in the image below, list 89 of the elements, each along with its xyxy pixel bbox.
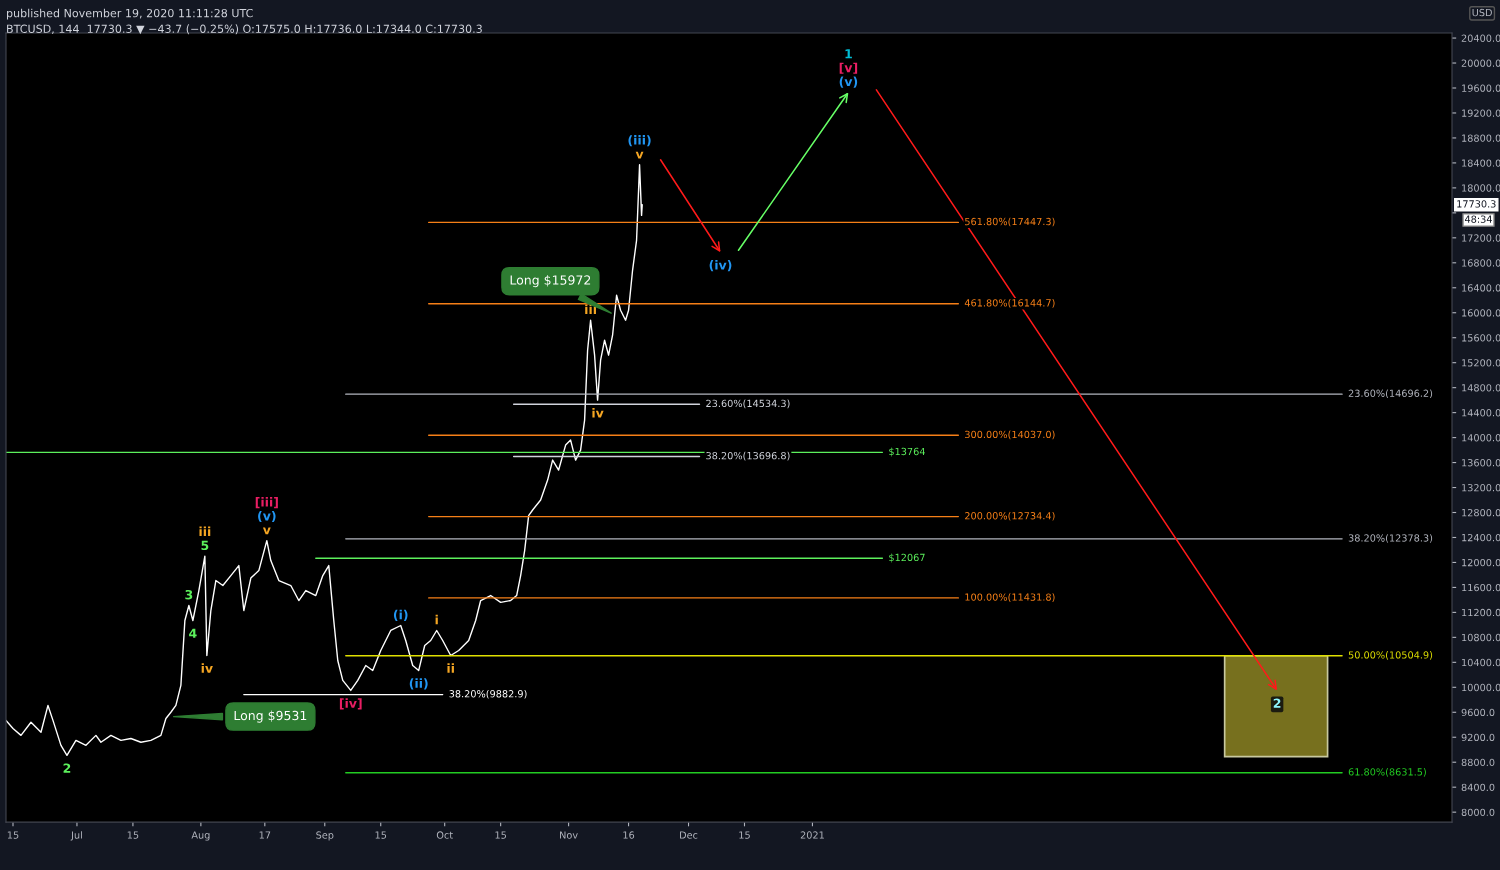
y-tick-label: 18000.0 — [1462, 184, 1500, 192]
annotation: 1 — [845, 49, 852, 59]
series-label: 38.20%(13696.8) — [706, 451, 790, 461]
y-tick-label: 15200.0 — [1462, 359, 1500, 367]
y-tick-label: 8400.0 — [1461, 783, 1495, 792]
y-tick-label: 13200.0 — [1462, 484, 1500, 492]
series-label: 300.00%(14037.0) — [965, 430, 1055, 440]
y-tick-label: 10000.0 — [1462, 683, 1500, 692]
line-series — [6, 164, 643, 757]
x-tick-label: Sep — [316, 831, 334, 841]
annotation: iv — [201, 663, 213, 673]
y-tick-label: 9200.0 — [1461, 733, 1495, 742]
annotation: [v] — [839, 62, 858, 74]
series-label: 561.80%(17447.3) — [965, 217, 1055, 227]
series-label: 200.00%(12734.4) — [965, 511, 1055, 521]
annotation: [iii] — [255, 497, 278, 509]
chart-subtitle: BTCUSD, 144 17730.3 ▼ −43.7 (−0.25%) O:17575.0 H:17736.0 L:17344.0 C:17730.3 — [7, 24, 482, 35]
y-tick-label: 14800.0 — [1462, 384, 1500, 392]
x-tick-label: 2021 — [800, 831, 824, 839]
annotation: v — [262, 527, 271, 535]
annotation: ii — [447, 663, 454, 673]
y-tick-label: 13600.0 — [1462, 459, 1500, 467]
text: 48:34 — [1464, 215, 1492, 223]
annotation: (iii) — [628, 135, 651, 147]
x-tick-label: 15 — [739, 831, 750, 839]
annotation: Long $9531 — [234, 710, 307, 723]
x-tick-label: 16 — [623, 831, 635, 839]
y-tick-label: 20400.0 — [1461, 34, 1500, 42]
y-tick-label: 18400.0 — [1462, 159, 1500, 167]
legend-label: 38.20%(12378.3) — [1348, 534, 1433, 543]
series-label: 38.20%(9882.9) — [449, 689, 527, 699]
x-tick-label: Oct — [436, 831, 453, 839]
x-tick-label: Dec — [680, 831, 698, 839]
annotation: 2 — [1273, 698, 1281, 708]
annotation: [iv] — [339, 698, 362, 710]
series-label: 23.60%(14534.3) — [706, 399, 790, 409]
y-tick-label: 12800.0 — [1462, 508, 1500, 517]
chart-title: published November 19, 2020 11:11:28 UTC — [7, 8, 253, 20]
series-label: 100.00%(11431.8) — [965, 593, 1055, 602]
annotation: v — [635, 151, 644, 159]
y-tick-label: 14400.0 — [1462, 409, 1500, 417]
series-label: 61.80%(8631.5) — [1348, 768, 1426, 777]
y-tick-label: 19600.0 — [1462, 84, 1500, 92]
y-tick-label: 11600.0 — [1462, 583, 1500, 592]
y-tick-label: 14000.0 — [1462, 434, 1500, 442]
x-tick-label: 15 — [7, 831, 19, 839]
y-axis-title: USD — [1472, 8, 1492, 17]
x-tick-label: Jul — [70, 831, 82, 841]
x-tick-label: 15 — [127, 831, 139, 839]
annotation: (v) — [258, 510, 276, 523]
series-label: 50.00%(10504.9) — [1348, 651, 1433, 660]
y-tick-label: 12000.0 — [1462, 558, 1500, 567]
series-label: $13764 — [889, 447, 925, 457]
annotation: (i) — [393, 609, 408, 621]
y-tick-label: 16800.0 — [1462, 259, 1500, 267]
annotation: (iv) — [709, 260, 732, 272]
series-label: 461.80%(16144.7) — [964, 299, 1055, 308]
y-tick-label: 16000.0 — [1462, 309, 1500, 317]
annotation: 5 — [201, 540, 209, 551]
y-tick-label: 16400.0 — [1462, 284, 1500, 292]
annotation: 4 — [189, 628, 197, 638]
y-tick-label: 10400.0 — [1462, 658, 1500, 667]
text: 17730.3 — [1457, 200, 1496, 208]
y-tick-label: 20000.0 — [1461, 59, 1500, 67]
annotation: 3 — [185, 589, 193, 600]
y-tick-label: 15600.0 — [1462, 334, 1500, 342]
series-label: $12067 — [889, 553, 925, 563]
annotation: (v) — [839, 76, 858, 88]
x-tick-label: 17 — [259, 831, 271, 839]
y-tick-label: 17200.0 — [1462, 234, 1500, 242]
x-tick-label: Aug — [191, 831, 210, 841]
legend-label: 23.60%(14696.2) — [1348, 389, 1433, 399]
annotation: 2 — [63, 763, 71, 773]
y-tick-label: 11200.0 — [1462, 608, 1500, 617]
y-tick-label: 10800.0 — [1462, 633, 1500, 642]
annotation: (ii) — [409, 678, 428, 690]
y-tick-label: 12400.0 — [1462, 533, 1500, 542]
y-tick-label: 19200.0 — [1462, 109, 1500, 117]
annotation: i — [435, 614, 438, 625]
y-tick-label: 18800.0 — [1462, 134, 1500, 142]
annotation: Long $15972 — [510, 275, 591, 288]
x-tick-label: 15 — [375, 831, 387, 839]
x-tick-label: 15 — [495, 831, 506, 839]
y-tick-label: 8000.0 — [1461, 808, 1495, 816]
x-tick-label: Nov — [560, 831, 578, 839]
annotation: iii — [199, 526, 211, 537]
annotation: iv — [592, 407, 604, 418]
y-tick-label: 8800.0 — [1461, 758, 1495, 767]
y-tick-label: 9600.0 — [1461, 708, 1495, 717]
